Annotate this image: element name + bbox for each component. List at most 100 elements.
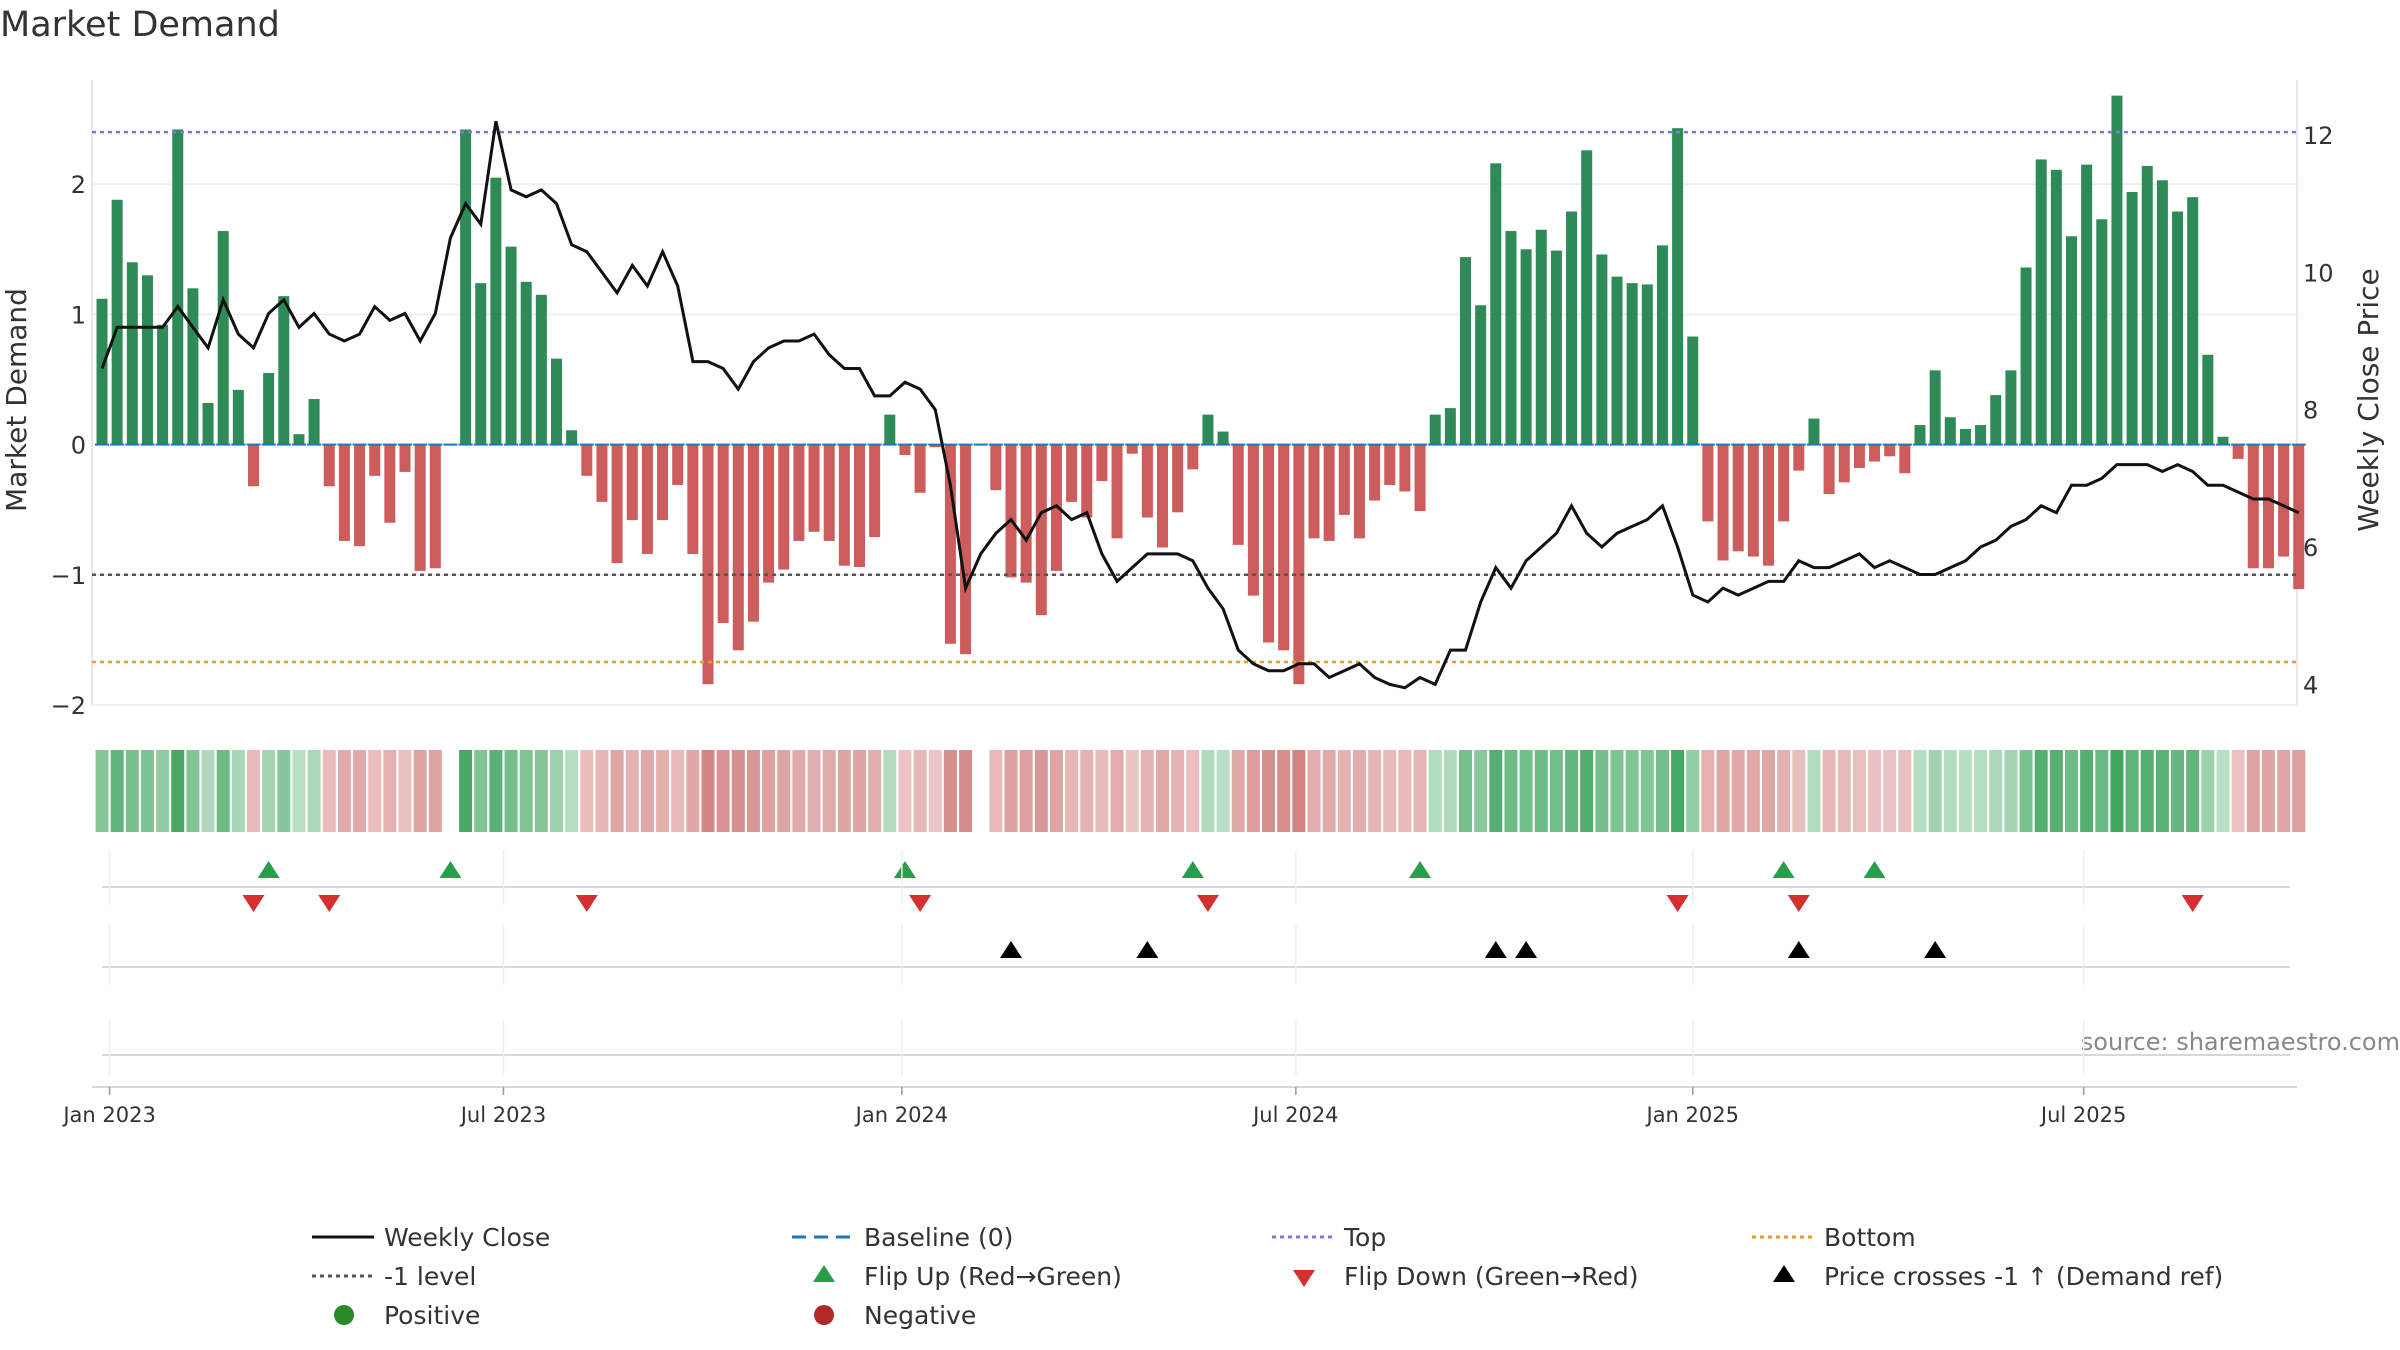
legend-item: Flip Up (Red→Green): [813, 1262, 1122, 1291]
demand-bar-negative: [429, 444, 441, 569]
demand-bar-negative: [914, 444, 926, 493]
right-axis-ticks: 12 10 8 6 4: [2303, 122, 2334, 699]
heat-cell: [201, 750, 215, 832]
demand-bar-positive: [1505, 231, 1517, 445]
heat-cell: [2019, 750, 2033, 832]
demand-bar-positive: [1444, 408, 1456, 445]
demand-bar-negative: [1278, 444, 1290, 651]
demand-bar-negative: [384, 444, 396, 523]
heat-cell: [656, 750, 670, 832]
demand-bar-negative: [1035, 444, 1047, 616]
y2-tick-label: 8: [2303, 397, 2318, 425]
status-panel: source: sharemaestro.com: [92, 1028, 2400, 1088]
legend-triangle-down-icon: [1293, 1270, 1315, 1287]
heat-cell: [1822, 750, 1836, 832]
heat-cell: [1246, 750, 1260, 832]
heat-cell: [247, 750, 260, 832]
heat-cell: [1792, 750, 1806, 832]
heat-cell: [1974, 750, 1988, 832]
heat-cell: [1125, 750, 1139, 832]
demand-bar-negative: [854, 444, 865, 567]
heat-cell: [1049, 750, 1063, 832]
heat-cell: [1292, 750, 1306, 832]
heat-cell: [1686, 750, 1700, 832]
demand-bar-positive: [1611, 276, 1623, 445]
heat-cell: [459, 750, 473, 832]
price-cross-marker: [1136, 941, 1159, 958]
heat-cell: [1671, 750, 1685, 832]
heat-cell: [701, 750, 715, 832]
legend-label: -1 level: [384, 1262, 476, 1291]
demand-bar-positive: [172, 129, 184, 445]
heat-cell: [1307, 750, 1321, 832]
flip-markers-panel: [102, 861, 2290, 912]
heat-cell: [1080, 750, 1094, 832]
demand-bar-positive: [535, 294, 547, 445]
flip-up-marker: [257, 861, 280, 878]
demand-bar-negative: [1323, 444, 1335, 541]
demand-bar-positive: [1475, 305, 1487, 445]
heat-cell: [2140, 750, 2154, 832]
heat-cell: [1534, 750, 1548, 832]
heat-cell: [322, 750, 336, 832]
demand-bar-positive: [884, 414, 896, 445]
demand-bar-positive: [1581, 150, 1593, 445]
heat-cell: [1034, 750, 1048, 832]
demand-bar-positive: [278, 296, 290, 445]
heat-cell: [640, 750, 654, 832]
heat-cell: [1837, 750, 1851, 832]
legend-label: Weekly Close: [384, 1223, 550, 1252]
y-tick-label: 2: [71, 171, 86, 199]
heat-cell: [277, 750, 291, 832]
heat-cell: [853, 750, 866, 832]
heat-cell: [1186, 750, 1200, 832]
demand-bar-negative: [369, 444, 381, 476]
demand-bar-negative: [1353, 444, 1365, 539]
heat-cell: [216, 750, 230, 832]
flip-up-marker: [1772, 861, 1795, 878]
price-cross-panel: [102, 941, 2290, 968]
chart-title: Market Demand: [0, 5, 280, 45]
demand-bar-negative: [1732, 444, 1744, 552]
demand-bar-positive: [1520, 249, 1532, 445]
heat-cell: [489, 750, 503, 832]
demand-bar-positive: [2126, 191, 2138, 445]
demand-bar-positive: [1914, 425, 1926, 445]
demand-bar-positive: [1535, 229, 1547, 445]
heat-cell: [1065, 750, 1079, 832]
source-credit: source: sharemaestro.com: [2081, 1028, 2400, 1056]
flip-down-marker: [242, 895, 265, 912]
vertical-gridlines: [108, 850, 2085, 1075]
flip-up-marker: [1863, 861, 1886, 878]
demand-bar-negative: [1717, 444, 1729, 561]
heat-cell: [2004, 750, 2018, 832]
legend-item: Bottom: [1752, 1223, 1916, 1252]
heat-cell: [519, 750, 533, 832]
heat-cell: [1428, 750, 1442, 832]
weekly-close-line: [100, 120, 2300, 690]
heat-cell: [156, 750, 170, 832]
heat-cell: [307, 750, 321, 832]
demand-bar-negative: [1884, 444, 1896, 457]
heat-cell: [716, 750, 730, 832]
heat-cell: [762, 750, 776, 832]
demand-bar-negative: [672, 444, 684, 485]
y-tick-label: −2: [51, 692, 86, 720]
demand-bar-negative: [1111, 444, 1123, 539]
heat-cell: [1807, 750, 1821, 832]
heat-cell: [2095, 750, 2109, 832]
right-axis-label: Weekly Close Price: [2352, 268, 2385, 531]
flip-down-marker: [575, 895, 598, 912]
x-tick-label: Jul 2024: [1251, 1103, 1338, 1127]
x-tick-label: Jul 2025: [2039, 1103, 2126, 1127]
demand-bar-negative: [414, 444, 426, 571]
demand-bar-negative: [838, 444, 850, 566]
heat-cell: [1549, 750, 1563, 832]
heat-cell: [1655, 750, 1669, 832]
demand-bar-positive: [551, 358, 562, 445]
heat-cell: [1383, 750, 1397, 832]
heat-cell: [504, 750, 518, 832]
demand-bar-negative: [899, 444, 911, 455]
heat-cell: [1140, 750, 1154, 832]
demand-bar-positive: [2141, 165, 2153, 445]
